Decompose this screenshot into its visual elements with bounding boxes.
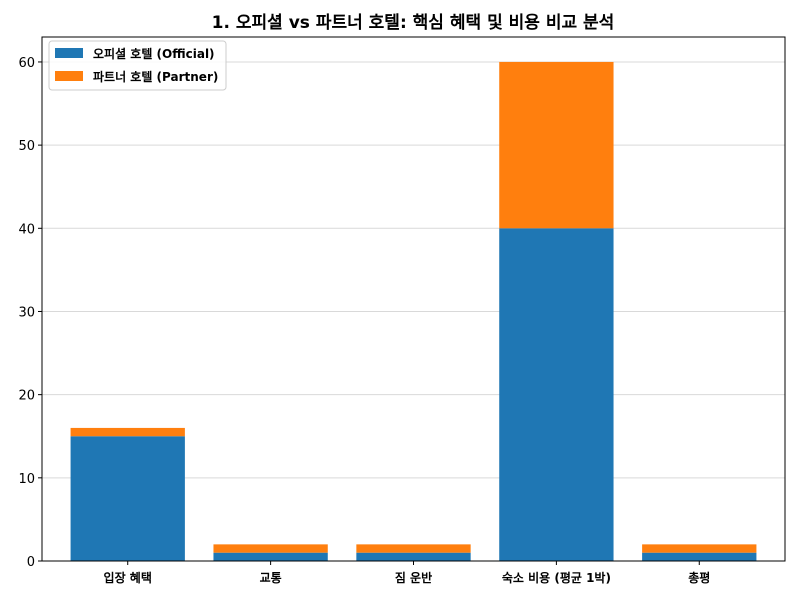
- y-tick-label: 30: [18, 305, 35, 320]
- bars: [70, 61, 757, 562]
- bar-official-1: [213, 552, 328, 561]
- y-tick-label: 40: [18, 222, 35, 237]
- bar-official-4: [642, 552, 757, 561]
- bar-partner-3: [499, 61, 614, 229]
- legend-swatch-partner: [55, 71, 83, 81]
- y-tick-label: 0: [27, 555, 35, 570]
- legend-label-partner: 파트너 호텔 (Partner): [93, 69, 218, 84]
- x-tick-label: 총평: [688, 570, 710, 585]
- x-tick-label: 숙소 비용 (평균 1박): [502, 570, 611, 585]
- y-axis: 0 10 20 30 40 50 60: [18, 56, 42, 570]
- legend: 오피셜 호텔 (Official) 파트너 호텔 (Partner): [48, 40, 227, 91]
- y-tick-label: 50: [18, 139, 35, 154]
- chart-title: 1. 오피셜 vs 파트너 호텔: 핵심 혜택 및 비용 비교 분석: [212, 13, 615, 33]
- legend-box: [48, 40, 227, 91]
- x-axis: 입장 혜택 교통 짐 운반 숙소 비용 (평균 1박) 총평: [104, 561, 710, 585]
- x-tick-label: 짐 운반: [395, 570, 432, 585]
- legend-label-official: 오피셜 호텔 (Official): [93, 46, 215, 61]
- x-tick-label: 입장 혜택: [104, 570, 152, 585]
- bar-official-3: [499, 228, 614, 562]
- bar-partner-2: [356, 544, 471, 553]
- bar-official-0: [70, 436, 185, 561]
- bar-partner-0: [70, 427, 185, 437]
- y-tick-label: 60: [18, 56, 35, 71]
- legend-swatch-official: [55, 48, 83, 58]
- y-tick-label: 20: [18, 389, 35, 404]
- x-tick-label: 교통: [260, 570, 282, 585]
- bar-partner-4: [642, 544, 757, 553]
- y-tick-label: 10: [18, 472, 35, 487]
- bar-partner-1: [213, 544, 328, 553]
- bar-official-2: [356, 552, 471, 561]
